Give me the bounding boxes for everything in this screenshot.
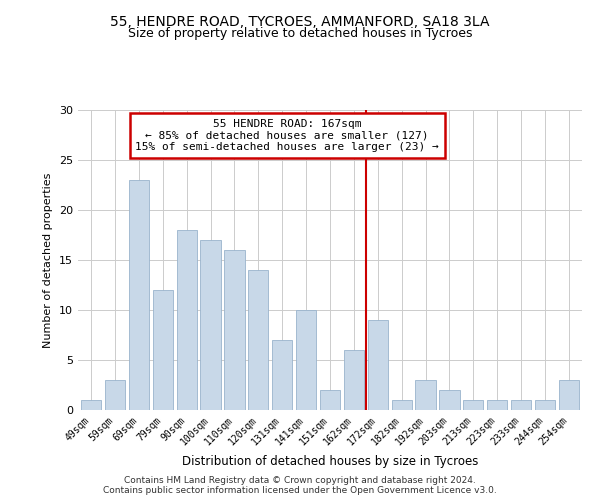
Bar [224, 250, 245, 410]
Bar [463, 400, 484, 410]
Bar [415, 380, 436, 410]
X-axis label: Distribution of detached houses by size in Tycroes: Distribution of detached houses by size … [182, 455, 478, 468]
Bar [368, 320, 388, 410]
Bar [487, 400, 508, 410]
Bar [535, 400, 555, 410]
Bar [344, 350, 364, 410]
Bar [511, 400, 531, 410]
Bar [320, 390, 340, 410]
Bar [392, 400, 412, 410]
Bar [559, 380, 579, 410]
Text: Contains HM Land Registry data © Crown copyright and database right 2024.
Contai: Contains HM Land Registry data © Crown c… [103, 476, 497, 495]
Bar [248, 270, 268, 410]
Bar [272, 340, 292, 410]
Bar [152, 290, 173, 410]
Text: 55 HENDRE ROAD: 167sqm
← 85% of detached houses are smaller (127)
15% of semi-de: 55 HENDRE ROAD: 167sqm ← 85% of detached… [135, 119, 439, 152]
Y-axis label: Number of detached properties: Number of detached properties [43, 172, 53, 348]
Bar [176, 230, 197, 410]
Bar [439, 390, 460, 410]
Text: Size of property relative to detached houses in Tycroes: Size of property relative to detached ho… [128, 28, 472, 40]
Bar [200, 240, 221, 410]
Bar [105, 380, 125, 410]
Bar [296, 310, 316, 410]
Text: 55, HENDRE ROAD, TYCROES, AMMANFORD, SA18 3LA: 55, HENDRE ROAD, TYCROES, AMMANFORD, SA1… [110, 15, 490, 29]
Bar [81, 400, 101, 410]
Bar [129, 180, 149, 410]
